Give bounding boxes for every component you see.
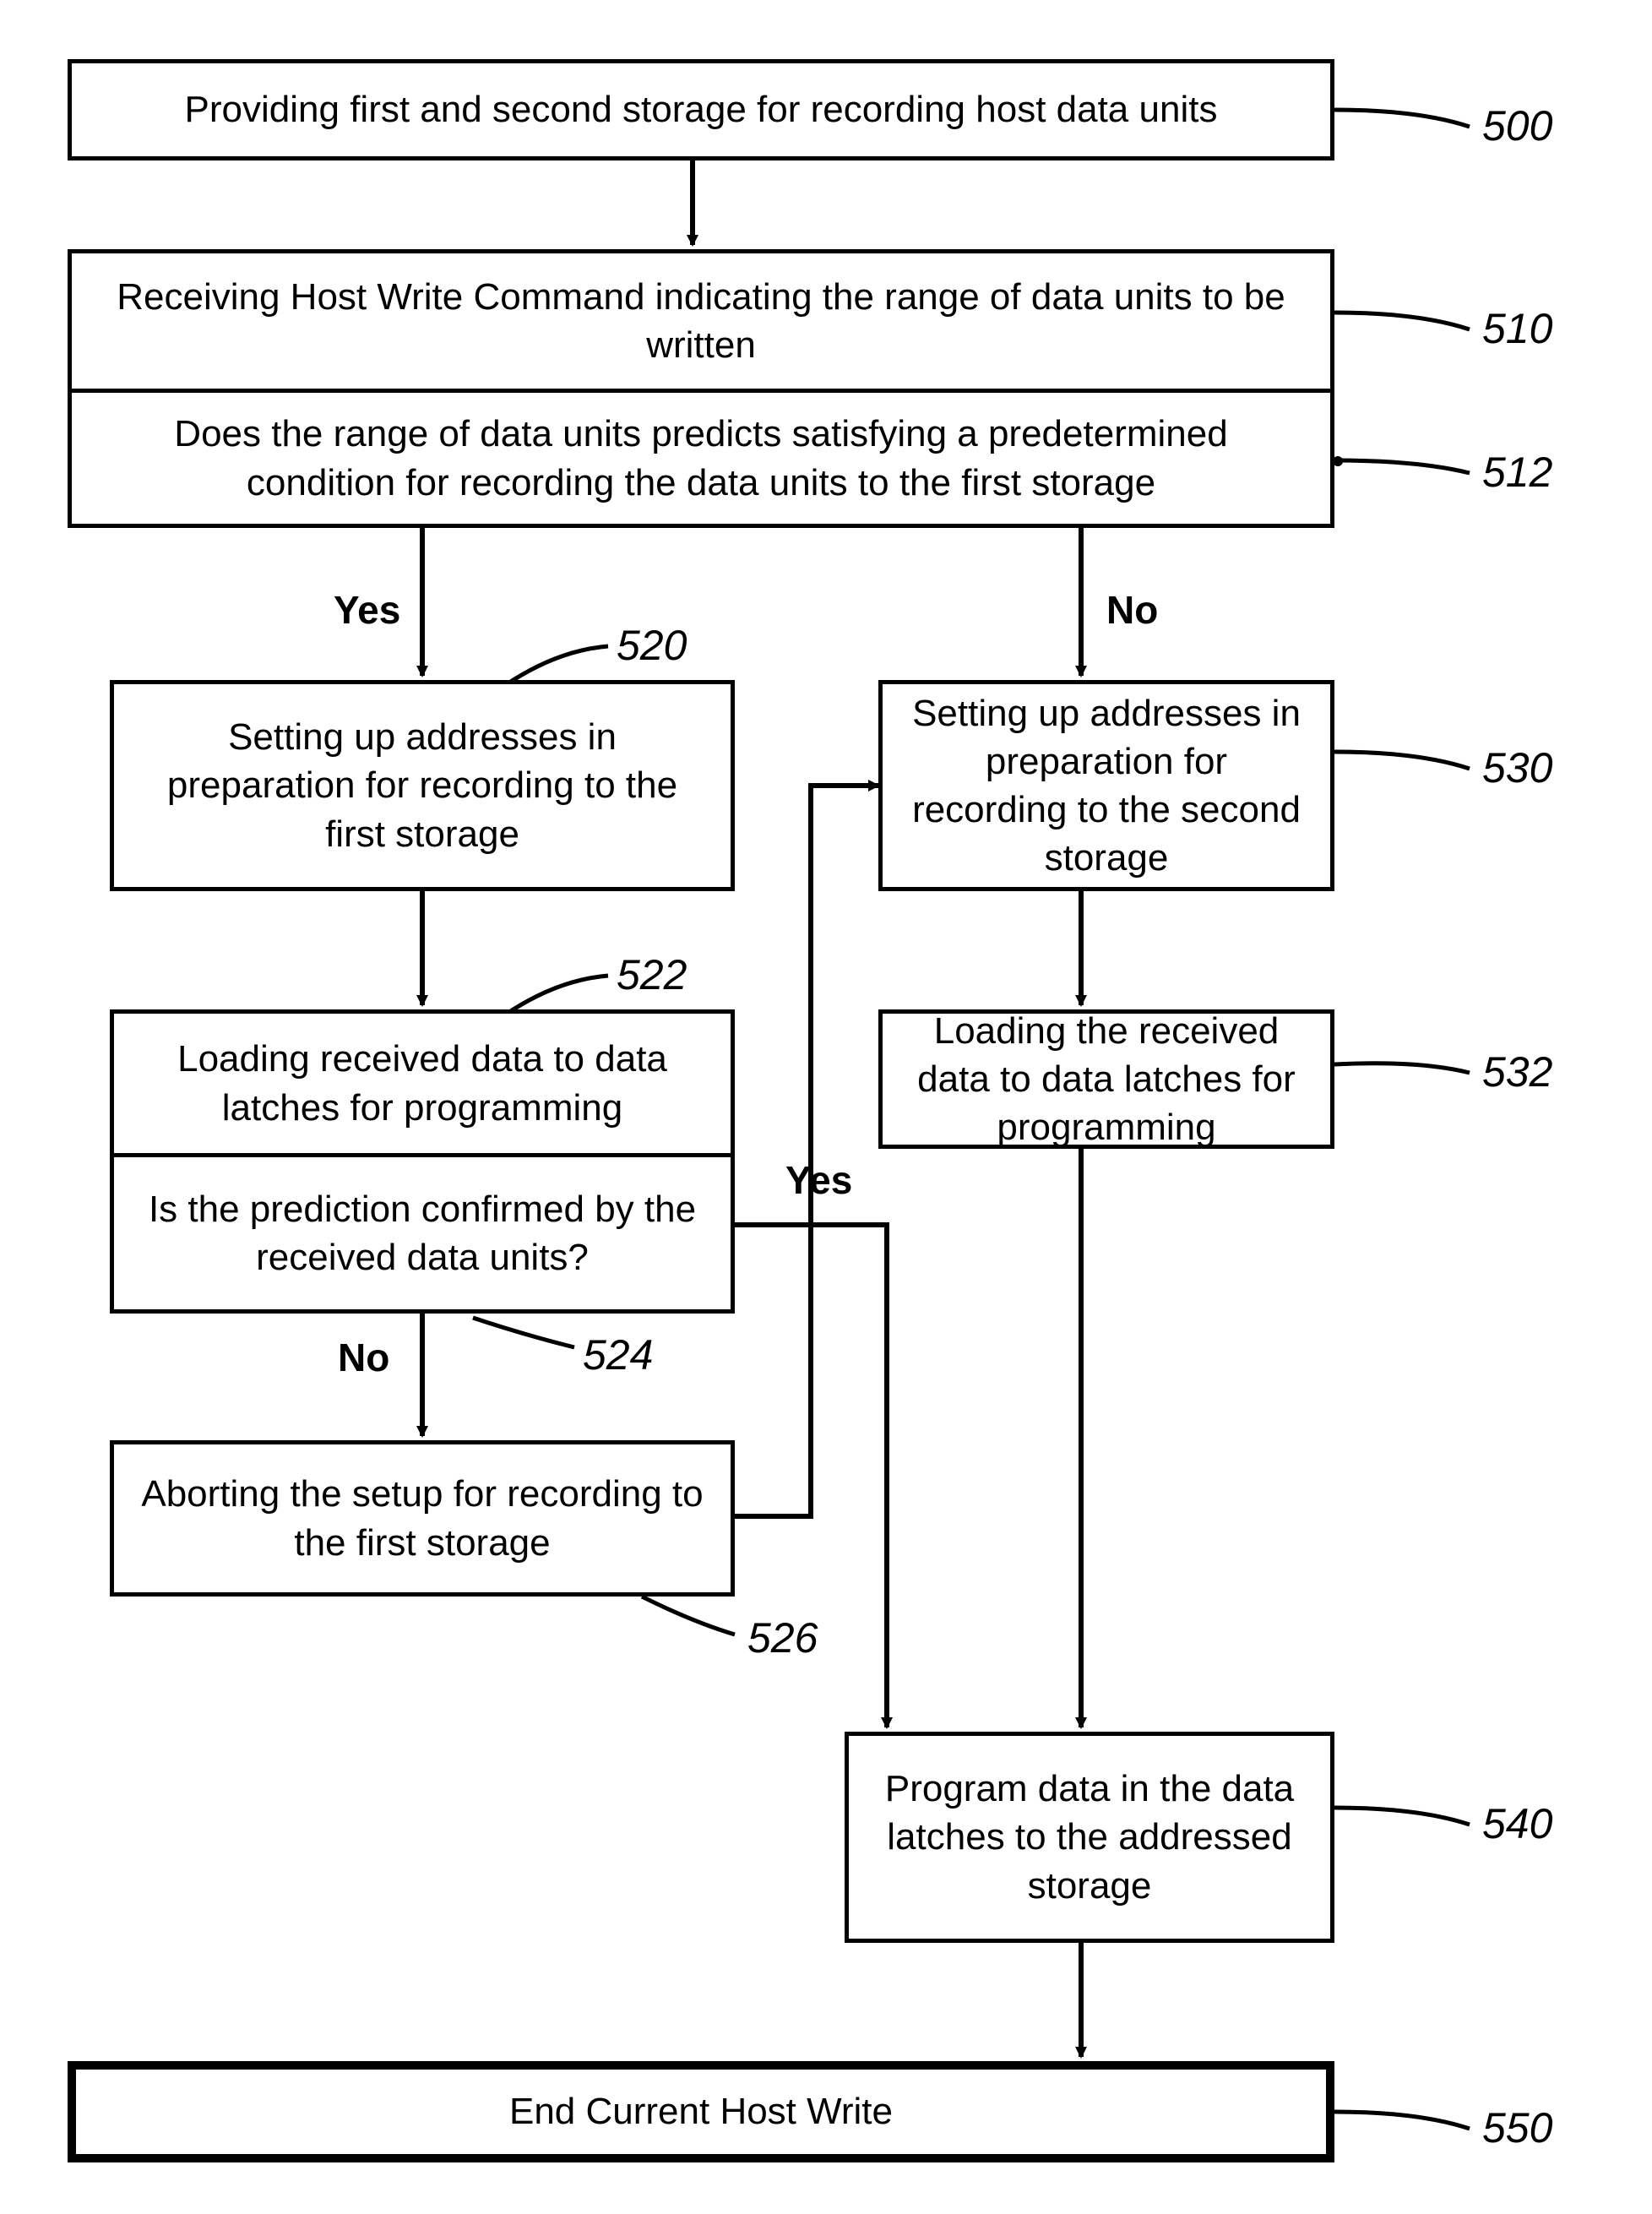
node-530-text: Setting up addresses in preparation for … xyxy=(908,689,1305,883)
node-500: Providing first and second storage for r… xyxy=(68,59,1334,160)
label-yes-2: Yes xyxy=(785,1157,852,1203)
ref-522: 522 xyxy=(617,950,687,999)
ref-520: 520 xyxy=(617,621,687,670)
label-no-1: No xyxy=(1106,587,1158,633)
node-530: Setting up addresses in preparation for … xyxy=(878,680,1334,891)
node-512-text: Does the range of data units predicts sa… xyxy=(106,410,1296,506)
node-520: Setting up addresses in preparation for … xyxy=(110,680,735,891)
ref-540: 540 xyxy=(1482,1799,1552,1848)
node-526: Aborting the setup for recording to the … xyxy=(110,1440,735,1597)
flowchart-canvas: Providing first and second storage for r… xyxy=(0,0,1652,2214)
node-540-text: Program data in the data latches to the … xyxy=(874,1765,1305,1910)
ref-524: 524 xyxy=(583,1330,653,1379)
node-532: Loading the received data to data latche… xyxy=(878,1009,1334,1149)
ref-510: 510 xyxy=(1482,304,1552,353)
ref-530: 530 xyxy=(1482,743,1552,792)
ref-550: 550 xyxy=(1482,2103,1552,2152)
node-524-text: Is the prediction confirmed by the recei… xyxy=(144,1185,701,1281)
node-500-text: Providing first and second storage for r… xyxy=(185,85,1218,133)
ref-500: 500 xyxy=(1482,101,1552,150)
node-550: End Current Host Write xyxy=(68,2061,1334,2162)
node-522-524: Loading received data to data latches fo… xyxy=(110,1009,735,1314)
node-550-text: End Current Host Write xyxy=(509,2087,893,2135)
ref-512: 512 xyxy=(1482,448,1552,497)
ref-526: 526 xyxy=(747,1613,818,1662)
node-520-text: Setting up addresses in preparation for … xyxy=(139,713,705,858)
node-510-text: Receiving Host Write Command indicating … xyxy=(106,273,1296,369)
node-532-text: Loading the received data to data latche… xyxy=(908,1007,1305,1152)
node-510-512: Receiving Host Write Command indicating … xyxy=(68,249,1334,528)
ref-532: 532 xyxy=(1482,1047,1552,1096)
node-526-text: Aborting the setup for recording to the … xyxy=(139,1470,705,1566)
node-522-text: Loading received data to data latches fo… xyxy=(144,1035,701,1131)
label-yes-1: Yes xyxy=(334,587,400,633)
label-no-2: No xyxy=(338,1335,389,1380)
node-540: Program data in the data latches to the … xyxy=(845,1732,1334,1943)
